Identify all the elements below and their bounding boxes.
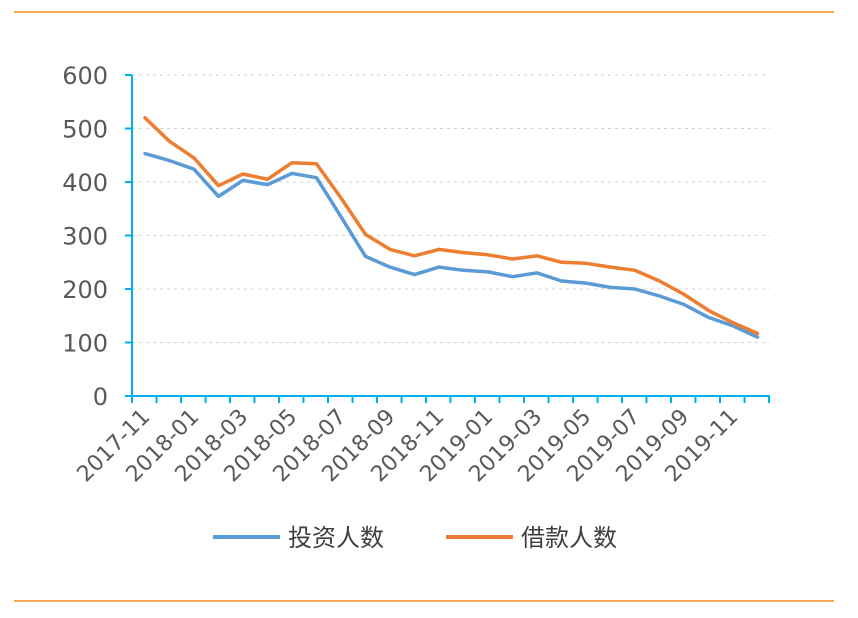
axes	[125, 74, 770, 403]
series-line-borrow	[143, 116, 760, 336]
y-tick-label: 600	[62, 62, 108, 90]
y-tick-labels: 0 100 200 300 400 500 600	[62, 62, 108, 411]
bottom-divider	[14, 600, 834, 602]
y-tick-label: 200	[62, 276, 108, 304]
top-divider	[14, 11, 834, 13]
legend-label-borrow: 借款人数	[521, 524, 617, 552]
legend-label-invest: 投资人数	[288, 524, 384, 552]
y-tick-label: 300	[62, 223, 108, 251]
series-lines	[143, 116, 760, 339]
y-tick-label: 0	[93, 383, 108, 411]
y-tick-label: 400	[62, 169, 108, 197]
legend: 投资人数 借款人数	[213, 524, 617, 552]
y-tick-label: 100	[62, 330, 108, 358]
x-tick-labels: 2017-112018-012018-032018-052018-072018-…	[73, 405, 744, 488]
series-line-invest	[143, 151, 760, 339]
y-tick-label: 500	[62, 116, 108, 144]
